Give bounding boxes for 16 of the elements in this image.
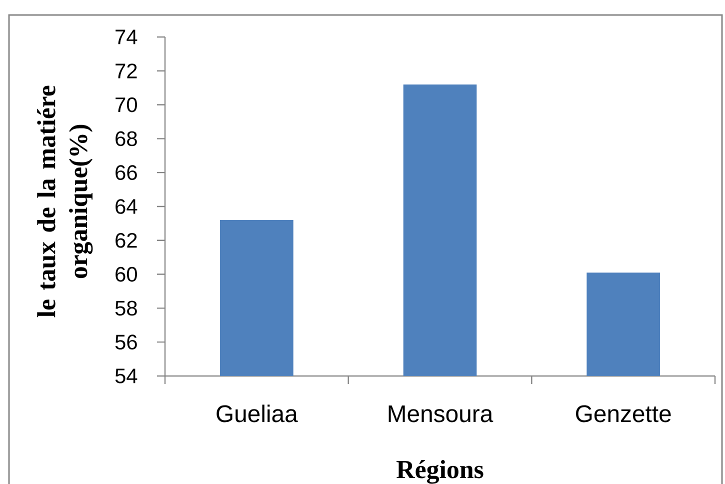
y-tick-label: 54: [115, 368, 138, 384]
x-tick-label: Gueliaa: [216, 404, 298, 422]
y-axis-title: le taux de la matiére organique(%): [37, 86, 93, 318]
y-tick-label: 70: [116, 97, 137, 112]
y-tick-label: 74: [116, 30, 138, 44]
y-tick-label: 56: [115, 334, 137, 350]
y-tick-label: 64: [116, 199, 138, 214]
x-tick-label: Mensoura: [388, 406, 494, 422]
y-tick-label: 62: [116, 232, 137, 248]
y-tick-label: 66: [116, 165, 137, 180]
y-tick-label: 72: [116, 64, 137, 78]
x-tick-label: Genzette: [576, 405, 671, 422]
y-tick-label: 60: [116, 266, 137, 282]
y-tick-label: 68: [116, 131, 137, 146]
x-axis-title: Régions: [396, 460, 484, 484]
y-tick-label: 58: [115, 300, 137, 316]
